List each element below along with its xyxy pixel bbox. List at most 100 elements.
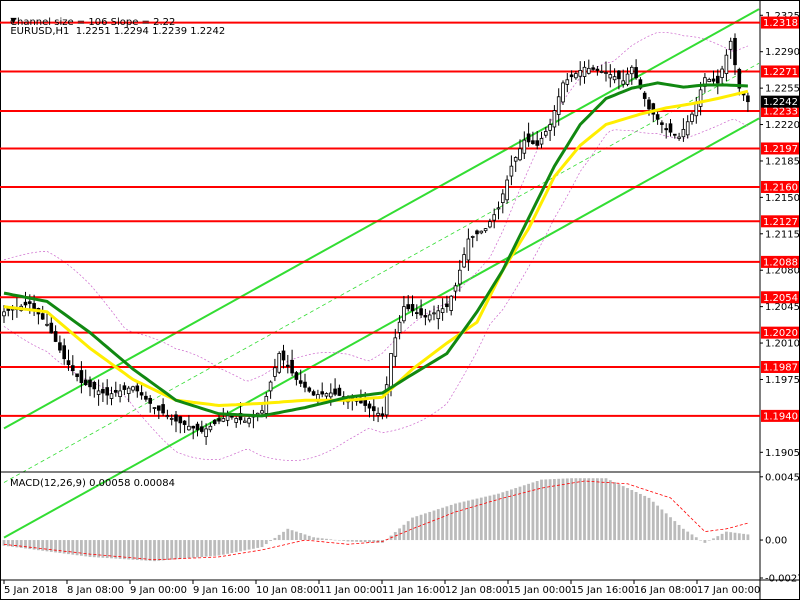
macd-histogram-bar [565, 478, 569, 541]
candle-body [733, 37, 737, 66]
time-tick-label: 11 Jan 00:00 [319, 585, 382, 596]
candle-body [410, 304, 415, 312]
candle-body [49, 322, 54, 334]
moving-average-fast [3, 89, 749, 408]
macd-histogram-bar [140, 540, 143, 561]
macd-histogram-bar [604, 478, 608, 541]
macd-histogram-bar [15, 540, 19, 548]
candle-body [204, 428, 208, 438]
candle-body [660, 122, 664, 125]
macd-histogram-bar [252, 540, 255, 549]
candle-body [88, 379, 92, 388]
time-tick-label: 17 Jan 00:00 [697, 585, 760, 596]
candle-body [187, 425, 191, 431]
time-tick-label: 5 Jan 2018 [4, 585, 58, 596]
macd-histogram-bar [24, 540, 27, 549]
candle-body [677, 136, 681, 139]
macd-histogram-bar [725, 531, 728, 541]
level-tag [761, 105, 799, 118]
macd-histogram-bar [247, 540, 251, 550]
macd-histogram-bar [67, 540, 70, 555]
candle-body [445, 303, 449, 308]
macd-histogram-bar [170, 540, 174, 560]
candle-body [574, 73, 578, 79]
time-tick-label: 9 Jan 00:00 [130, 585, 187, 596]
macd-histogram-bar [303, 534, 307, 541]
candle-body [156, 405, 161, 411]
macd-histogram-bar [729, 532, 733, 541]
collapse-triangle-icon[interactable]: ▼ [10, 16, 17, 25]
macd-pane: 0.0045 0.00 -0.0027 [0, 471, 800, 585]
time-tick-label: 16 Jan 08:00 [634, 585, 697, 596]
macd-histogram-bar [75, 540, 79, 556]
macd-histogram-bar [690, 534, 694, 541]
macd-histogram-bar [217, 540, 221, 556]
candle-body [621, 80, 625, 85]
level-tag [761, 409, 799, 422]
macd-histogram-bar [613, 482, 616, 541]
candle-body [453, 285, 458, 292]
candle-body [548, 124, 552, 131]
macd-histogram-bar [411, 517, 414, 541]
macd-histogram-bar [123, 540, 126, 560]
macd-histogram-bar [424, 513, 427, 541]
level-label: 1.1987 [763, 362, 798, 373]
candle-body [707, 79, 711, 82]
macd-histogram-bar [535, 481, 539, 541]
macd-tick-label: 0.0045 [765, 472, 800, 483]
macd-histogram-bar [32, 540, 36, 550]
macd-histogram-bar [488, 495, 492, 541]
candle-body [195, 423, 200, 431]
macd-histogram-bar [105, 540, 109, 559]
candle-body [638, 79, 643, 89]
macd-histogram-bar [307, 535, 311, 541]
candle-body [513, 157, 518, 162]
candle-body [337, 387, 342, 396]
candle-body [711, 78, 716, 82]
macd-signal-line [3, 480, 748, 561]
candle-body [161, 404, 165, 414]
macd-histogram-bar [92, 540, 96, 558]
macd-histogram-bar [699, 540, 702, 541]
macd-histogram-bar [282, 531, 285, 541]
macd-histogram-bar [742, 533, 745, 541]
macd-histogram-bar [11, 540, 14, 547]
macd-histogram-bar [269, 540, 272, 541]
candle-body [6, 308, 11, 311]
macd-histogram-bar [660, 509, 664, 541]
macd-histogram-bar [230, 540, 234, 553]
macd-histogram-bar [570, 478, 573, 541]
macd-histogram-bar [479, 497, 483, 541]
macd-histogram-bar [342, 540, 346, 541]
candle-body [131, 386, 135, 391]
level-label: 1.2020 [763, 328, 798, 339]
macd-histogram-bar [436, 509, 440, 541]
candle-body [642, 92, 647, 99]
candle-body [724, 54, 729, 74]
macd-histogram-bar [553, 479, 556, 541]
time-tick-label: 8 Jan 08:00 [67, 585, 124, 596]
price-tick-label: 1.2080 [765, 266, 800, 277]
candle-body [320, 391, 324, 395]
macd-histogram-bar [333, 539, 337, 541]
macd-histogram-bar [338, 540, 341, 541]
channel-lower-line [3, 117, 760, 539]
macd-histogram-bar [540, 479, 543, 541]
candle-body [290, 359, 294, 374]
candle-body [612, 76, 617, 81]
macd-histogram-bar [221, 540, 225, 555]
macd-histogram-bar [475, 498, 479, 541]
macd-histogram-bar [144, 540, 148, 561]
macd-histogram-bar [419, 514, 423, 541]
candle-body [440, 308, 445, 314]
candle-body [307, 387, 312, 392]
macd-histogram-bar [716, 536, 720, 541]
macd-histogram-bar [295, 531, 298, 541]
macd-histogram-bar [6, 540, 10, 547]
macd-histogram-bar [256, 540, 260, 548]
macd-histogram-bar [350, 540, 354, 542]
macd-histogram-bar [643, 495, 647, 541]
macd-histogram-bar [299, 533, 303, 541]
candle-body [436, 310, 441, 320]
